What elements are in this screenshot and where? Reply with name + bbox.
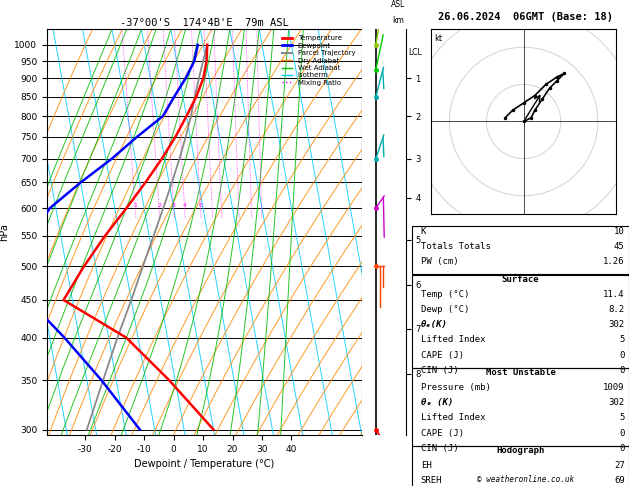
Text: Temp (°C): Temp (°C) — [421, 290, 469, 299]
Text: 5: 5 — [620, 414, 625, 422]
Text: LCL: LCL — [408, 48, 422, 57]
Text: 69: 69 — [614, 476, 625, 486]
Text: Surface: Surface — [502, 275, 539, 284]
Text: CAPE (J): CAPE (J) — [421, 350, 464, 360]
Text: ASL: ASL — [391, 0, 405, 9]
Text: 0: 0 — [620, 429, 625, 437]
Text: Lifted Index: Lifted Index — [421, 335, 485, 345]
Text: 2: 2 — [157, 203, 161, 208]
Text: kt: kt — [435, 35, 443, 43]
Y-axis label: hPa: hPa — [0, 223, 9, 241]
Text: 3: 3 — [172, 203, 175, 208]
Bar — [412, 446, 629, 486]
Text: 0: 0 — [620, 365, 625, 375]
X-axis label: Dewpoint / Temperature (°C): Dewpoint / Temperature (°C) — [135, 459, 274, 469]
Text: θₑ (K): θₑ (K) — [421, 399, 453, 407]
Text: CIN (J): CIN (J) — [421, 365, 459, 375]
Text: 4: 4 — [182, 203, 187, 208]
Text: PW (cm): PW (cm) — [421, 258, 459, 266]
Bar — [412, 226, 629, 274]
Legend: Temperature, Dewpoint, Parcel Trajectory, Dry Adiabat, Wet Adiabat, Isotherm, Mi: Temperature, Dewpoint, Parcel Trajectory… — [279, 33, 358, 88]
Text: 1: 1 — [133, 203, 137, 208]
Text: 302: 302 — [608, 320, 625, 330]
Text: EH: EH — [421, 461, 431, 470]
Text: 27: 27 — [614, 461, 625, 470]
Text: Totals Totals: Totals Totals — [421, 243, 491, 251]
Text: θₑ(K): θₑ(K) — [421, 320, 448, 330]
Text: 8.2: 8.2 — [608, 305, 625, 314]
Text: 1.26: 1.26 — [603, 258, 625, 266]
Text: K: K — [421, 227, 426, 236]
Text: Lifted Index: Lifted Index — [421, 414, 485, 422]
Text: Pressure (mb): Pressure (mb) — [421, 383, 491, 392]
Text: Dewp (°C): Dewp (°C) — [421, 305, 469, 314]
Text: CIN (J): CIN (J) — [421, 444, 459, 452]
Bar — [412, 368, 629, 446]
Text: 0: 0 — [620, 350, 625, 360]
Text: 45: 45 — [614, 243, 625, 251]
Text: 11.4: 11.4 — [603, 290, 625, 299]
Text: 26.06.2024  06GMT (Base: 18): 26.06.2024 06GMT (Base: 18) — [438, 12, 613, 22]
Text: SREH: SREH — [421, 476, 442, 486]
Bar — [412, 275, 629, 368]
Text: 6: 6 — [199, 203, 203, 208]
Text: CAPE (J): CAPE (J) — [421, 429, 464, 437]
Text: Most Unstable: Most Unstable — [486, 368, 555, 377]
Text: 1009: 1009 — [603, 383, 625, 392]
Text: Hodograph: Hodograph — [496, 446, 545, 455]
Title: -37°00'S  174°4B'E  79m ASL: -37°00'S 174°4B'E 79m ASL — [120, 18, 289, 28]
Text: 5: 5 — [620, 335, 625, 345]
Text: 10: 10 — [614, 227, 625, 236]
Text: km: km — [392, 16, 404, 25]
Text: © weatheronline.co.uk: © weatheronline.co.uk — [477, 474, 574, 484]
Text: 302: 302 — [608, 399, 625, 407]
Text: 0: 0 — [620, 444, 625, 452]
